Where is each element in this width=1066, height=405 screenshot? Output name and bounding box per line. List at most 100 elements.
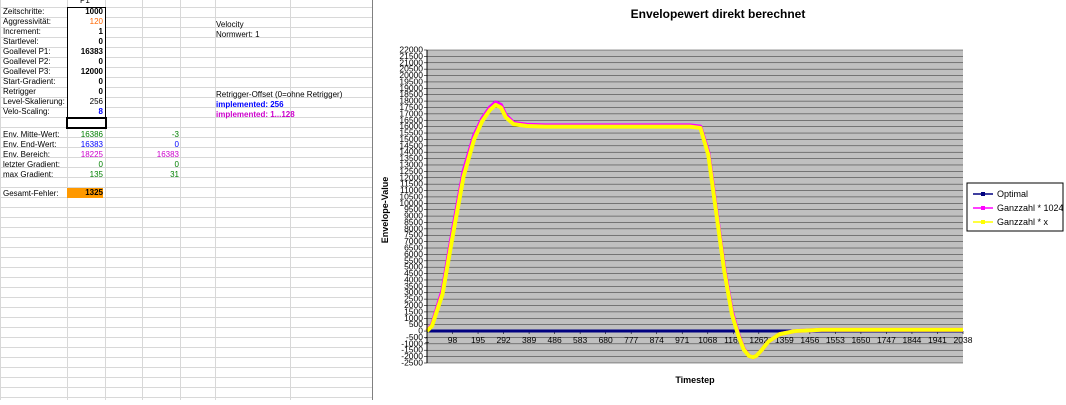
result-value-2[interactable]: 31 (170, 170, 179, 179)
selected-cell[interactable] (66, 117, 107, 129)
param-label[interactable]: Start-Gradient: (3, 77, 56, 86)
result-value[interactable]: 135 (89, 170, 103, 179)
y-tick-label: 20500 (399, 64, 423, 74)
y-tick-label: 6500 (404, 243, 423, 253)
y-tick-label: 2500 (404, 294, 423, 304)
y-tick-label: 3500 (404, 281, 423, 291)
y-tick-label: 14000 (399, 147, 423, 157)
legend: Optimal Ganzzahl * 1024 Ganzzahl * x (966, 182, 1064, 232)
note-text[interactable]: Velocity (216, 20, 244, 29)
y-tick-label: 5000 (404, 262, 423, 272)
y-tick-label: 19500 (399, 76, 423, 86)
y-tick-label: 10000 (399, 198, 423, 208)
result-label[interactable]: Env. End-Wert: (3, 140, 57, 149)
param-value[interactable]: 16383 (80, 47, 103, 56)
result-label[interactable]: Env. Mitte-Wert: (3, 130, 60, 139)
x-tick-label: 195 (471, 335, 485, 345)
y-tick-label: 20000 (399, 70, 423, 80)
y-tick-label: 8500 (404, 217, 423, 227)
y-tick-label: 16500 (399, 115, 423, 125)
total-error-label[interactable]: Gesamt-Fehler: (3, 189, 59, 198)
series-line-2 (425, 102, 963, 360)
y-tick-label: 0 (418, 326, 423, 336)
x-tick-label: 1747 (877, 335, 896, 345)
x-tick-label: 874 (650, 335, 664, 345)
y-tick-label: 16000 (399, 121, 423, 131)
series-layer (425, 100, 963, 360)
note-text[interactable]: Normwert: 1 (216, 30, 260, 39)
param-label[interactable]: Goallevel P3: (3, 67, 51, 76)
note-text[interactable]: Retrigger-Offset (0=ohne Retrigger) (216, 90, 343, 99)
legend-entry: Ganzzahl * x (997, 217, 1049, 227)
y-tick-label: 7500 (404, 230, 423, 240)
result-value-2[interactable]: 0 (174, 140, 179, 149)
x-axis-ticks: 1981952923894865836807778749711068116512… (425, 331, 973, 345)
result-value-2[interactable]: -3 (171, 130, 179, 139)
param-value[interactable]: 8 (98, 107, 103, 116)
y-tick-label: 19000 (399, 83, 423, 93)
y-tick-label: 6000 (404, 249, 423, 259)
y-tick-label: -1000 (401, 338, 423, 348)
result-label[interactable]: letzter Gradient: (3, 160, 60, 169)
y-tick-label: 12500 (399, 166, 423, 176)
result-value-2[interactable]: 16383 (156, 150, 179, 159)
y-tick-label: 15000 (399, 134, 423, 144)
x-axis-label: Timestep (675, 375, 715, 385)
note-text[interactable]: implemented: 256 (216, 100, 284, 109)
y-tick-label: 21500 (399, 51, 423, 61)
y-tick-label: 1000 (404, 313, 423, 323)
param-value[interactable]: 0 (98, 57, 103, 66)
y-tick-label: 500 (409, 319, 423, 329)
param-value[interactable]: 0 (98, 37, 103, 46)
param-value[interactable]: 0 (98, 87, 103, 96)
param-label[interactable]: Velo-Scaling: (3, 107, 50, 116)
param-value[interactable]: 1 (98, 27, 103, 36)
x-tick-label: 583 (573, 335, 587, 345)
note-text[interactable]: implemented: 1...128 (216, 110, 295, 119)
result-label[interactable]: Env. Bereich: (3, 150, 50, 159)
param-value[interactable]: 0 (98, 77, 103, 86)
y-tick-label: 18500 (399, 89, 423, 99)
y-tick-label: 14500 (399, 140, 423, 150)
result-value[interactable]: 0 (98, 160, 103, 169)
y-tick-label: 9000 (404, 211, 423, 221)
result-value[interactable]: 18225 (80, 150, 103, 159)
param-value[interactable]: 256 (89, 97, 103, 106)
total-error-value[interactable]: 1325 (67, 188, 103, 198)
x-tick-label: 1262 (749, 335, 768, 345)
result-label[interactable]: max Gradient: (3, 170, 54, 179)
y-tick-label: 2000 (404, 300, 423, 310)
x-tick-label: 389 (522, 335, 536, 345)
param-label[interactable]: Level-Skalierung: (3, 97, 65, 106)
y-tick-label: -500 (406, 332, 423, 342)
parameter-input-block (67, 7, 106, 118)
result-value[interactable]: 16383 (80, 140, 103, 149)
x-tick-label: 1844 (902, 335, 921, 345)
y-tick-label: 8000 (404, 223, 423, 233)
param-label[interactable]: Goallevel P2: (3, 57, 51, 66)
y-tick-label: 18000 (399, 96, 423, 106)
x-tick-label: 292 (496, 335, 510, 345)
x-tick-label: 1650 (851, 335, 870, 345)
y-tick-label: -2500 (401, 358, 423, 368)
param-label[interactable]: Retrigger (3, 87, 36, 96)
legend-marker (981, 206, 985, 210)
y-tick-label: -1500 (401, 345, 423, 355)
param-value[interactable]: 1000 (85, 7, 103, 16)
result-value-2[interactable]: 0 (174, 160, 179, 169)
y-tick-label: 10500 (399, 191, 423, 201)
y-tick-label: 7000 (404, 236, 423, 246)
spreadsheet-area: P1 Zeitschritte: 1000 Aggressivität: 120 Incr… (0, 0, 372, 400)
param-value[interactable]: 12000 (80, 67, 103, 76)
param-value[interactable]: 120 (89, 17, 103, 26)
param-label[interactable]: Goallevel P1: (3, 47, 51, 56)
y-tick-label: 9500 (404, 204, 423, 214)
param-label[interactable]: Zeitschritte: (3, 7, 45, 16)
x-tick-label: 680 (599, 335, 613, 345)
result-value[interactable]: 16386 (80, 130, 103, 139)
column-header-p1[interactable]: P1 (80, 0, 90, 5)
param-label[interactable]: Increment: (3, 27, 41, 36)
param-label[interactable]: Startlevel: (3, 37, 39, 46)
param-label[interactable]: Aggressivität: (3, 17, 52, 26)
chart-panel[interactable]: Envelopewert direkt berechnet -2500 -2000… (372, 0, 1066, 400)
